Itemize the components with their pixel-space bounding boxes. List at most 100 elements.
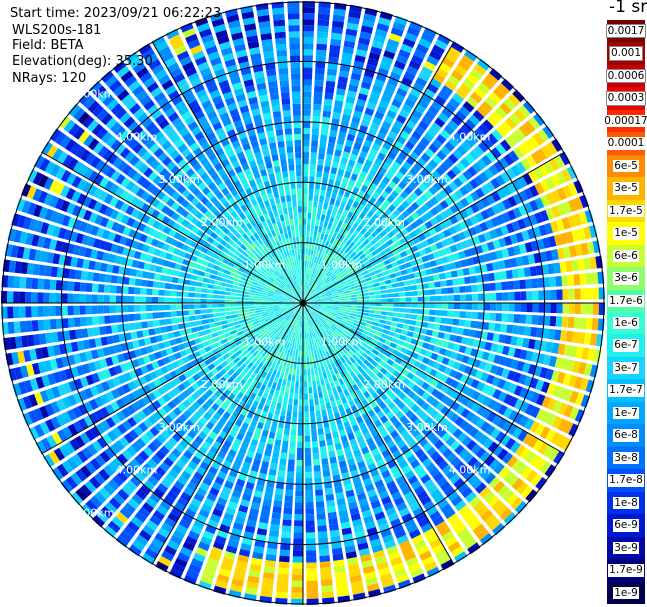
range-gate-cell [317, 158, 324, 166]
range-gate-cell [303, 67, 313, 74]
range-gate-cell [335, 94, 345, 102]
range-gate-cell [350, 391, 358, 400]
range-gate-cell [414, 448, 425, 458]
range-gate-cell [445, 325, 453, 333]
range-gate-cell [585, 272, 593, 285]
range-gate-cell [327, 343, 333, 350]
range-gate-cell [220, 282, 227, 287]
range-gate-cell [466, 473, 479, 485]
range-gate-cell [361, 165, 370, 174]
range-gate-cell [343, 368, 350, 376]
range-gate-cell [410, 338, 418, 345]
range-gate-cell [443, 157, 454, 168]
range-gate-cell [293, 362, 297, 370]
range-gate-cell [434, 548, 448, 560]
range-gate-cell [326, 280, 333, 285]
range-gate-cell [475, 447, 487, 459]
range-gate-cell [435, 258, 443, 266]
range-gate-cell [256, 421, 264, 430]
range-gate-cell [383, 363, 391, 371]
range-gate-cell [391, 491, 402, 501]
range-gate-cell [489, 364, 499, 375]
range-gate-cell [419, 412, 429, 422]
range-gate-cell [319, 140, 327, 148]
range-gate-cell [349, 418, 358, 427]
range-gate-cell [406, 399, 416, 409]
range-gate-cell [461, 396, 471, 407]
range-gate-cell [292, 312, 297, 319]
range-gate-cell [415, 217, 424, 226]
range-gate-cell [435, 288, 442, 295]
range-gate-cell [342, 229, 349, 237]
range-gate-cell [360, 25, 374, 34]
range-gate-cell [538, 164, 549, 177]
range-gate-cell [325, 322, 332, 327]
range-gate-cell [339, 300, 346, 303]
range-gate-cell [333, 353, 340, 361]
range-gate-cell [312, 447, 319, 454]
range-gate-cell [357, 176, 365, 184]
range-gate-cell [243, 381, 251, 390]
range-gate-cell [385, 284, 393, 289]
range-gate-cell [231, 310, 238, 315]
range-gate-cell [536, 327, 544, 338]
range-gate-cell [495, 431, 506, 443]
range-gate-cell [305, 496, 314, 503]
range-gate-cell [368, 291, 375, 296]
range-gate-cell [306, 580, 318, 587]
range-gate-cell [531, 278, 539, 289]
range-gate-cell [295, 484, 303, 491]
range-gate-cell [279, 549, 291, 557]
range-gate-cell [378, 238, 386, 246]
range-gate-cell [259, 516, 269, 524]
range-gate-cell [540, 426, 551, 439]
range-gate-cell [61, 293, 68, 303]
range-gate-cell [323, 234, 329, 241]
range-gate-cell [536, 148, 548, 162]
range-gate-cell [387, 346, 395, 354]
range-gate-cell [31, 320, 39, 332]
range-gate-cell [320, 579, 333, 587]
range-gate-cell [287, 465, 295, 472]
range-gate-cell [303, 103, 311, 110]
range-gate-cell [252, 458, 261, 467]
range-gate-cell [360, 119, 371, 128]
range-gate-cell [379, 319, 386, 324]
range-gate-cell [436, 150, 447, 161]
range-gate-cell [341, 260, 348, 267]
range-gate-cell [429, 337, 438, 345]
range-gate-cell [170, 283, 178, 290]
range-gate-cell [472, 339, 481, 348]
range-gate-cell [319, 280, 325, 286]
range-gate-cell [307, 344, 311, 351]
range-gate-cell [219, 286, 227, 291]
range-gate-cell [307, 338, 310, 345]
range-gate-cell [332, 374, 338, 382]
range-gate-cell [397, 401, 406, 410]
range-gate-cell [416, 284, 423, 290]
range-gate-cell [315, 501, 325, 508]
range-gate-cell [240, 542, 252, 552]
range-gate-cell [555, 219, 565, 232]
range-gate-cell [468, 329, 477, 338]
range-gate-cell [134, 278, 142, 286]
range-gate-cell [393, 297, 400, 302]
range-gate-cell [315, 176, 322, 184]
range-gate-cell [439, 188, 449, 199]
range-gate-cell [433, 323, 441, 331]
range-gate-cell [348, 317, 355, 322]
range-gate-cell [355, 136, 364, 145]
range-gate-cell [470, 320, 478, 329]
range-gate-cell [342, 237, 349, 244]
range-gate-cell [329, 197, 336, 205]
range-gate-cell [323, 352, 328, 360]
range-gate-cell [259, 397, 267, 405]
range-gate-cell [299, 320, 302, 328]
range-gate-cell [310, 411, 315, 418]
range-gate-cell [449, 440, 461, 451]
range-gate-cell [543, 315, 551, 326]
range-gate-cell [336, 314, 344, 318]
range-gate-cell [583, 363, 593, 377]
range-gate-cell [328, 327, 335, 333]
range-gate-cell [201, 314, 208, 320]
